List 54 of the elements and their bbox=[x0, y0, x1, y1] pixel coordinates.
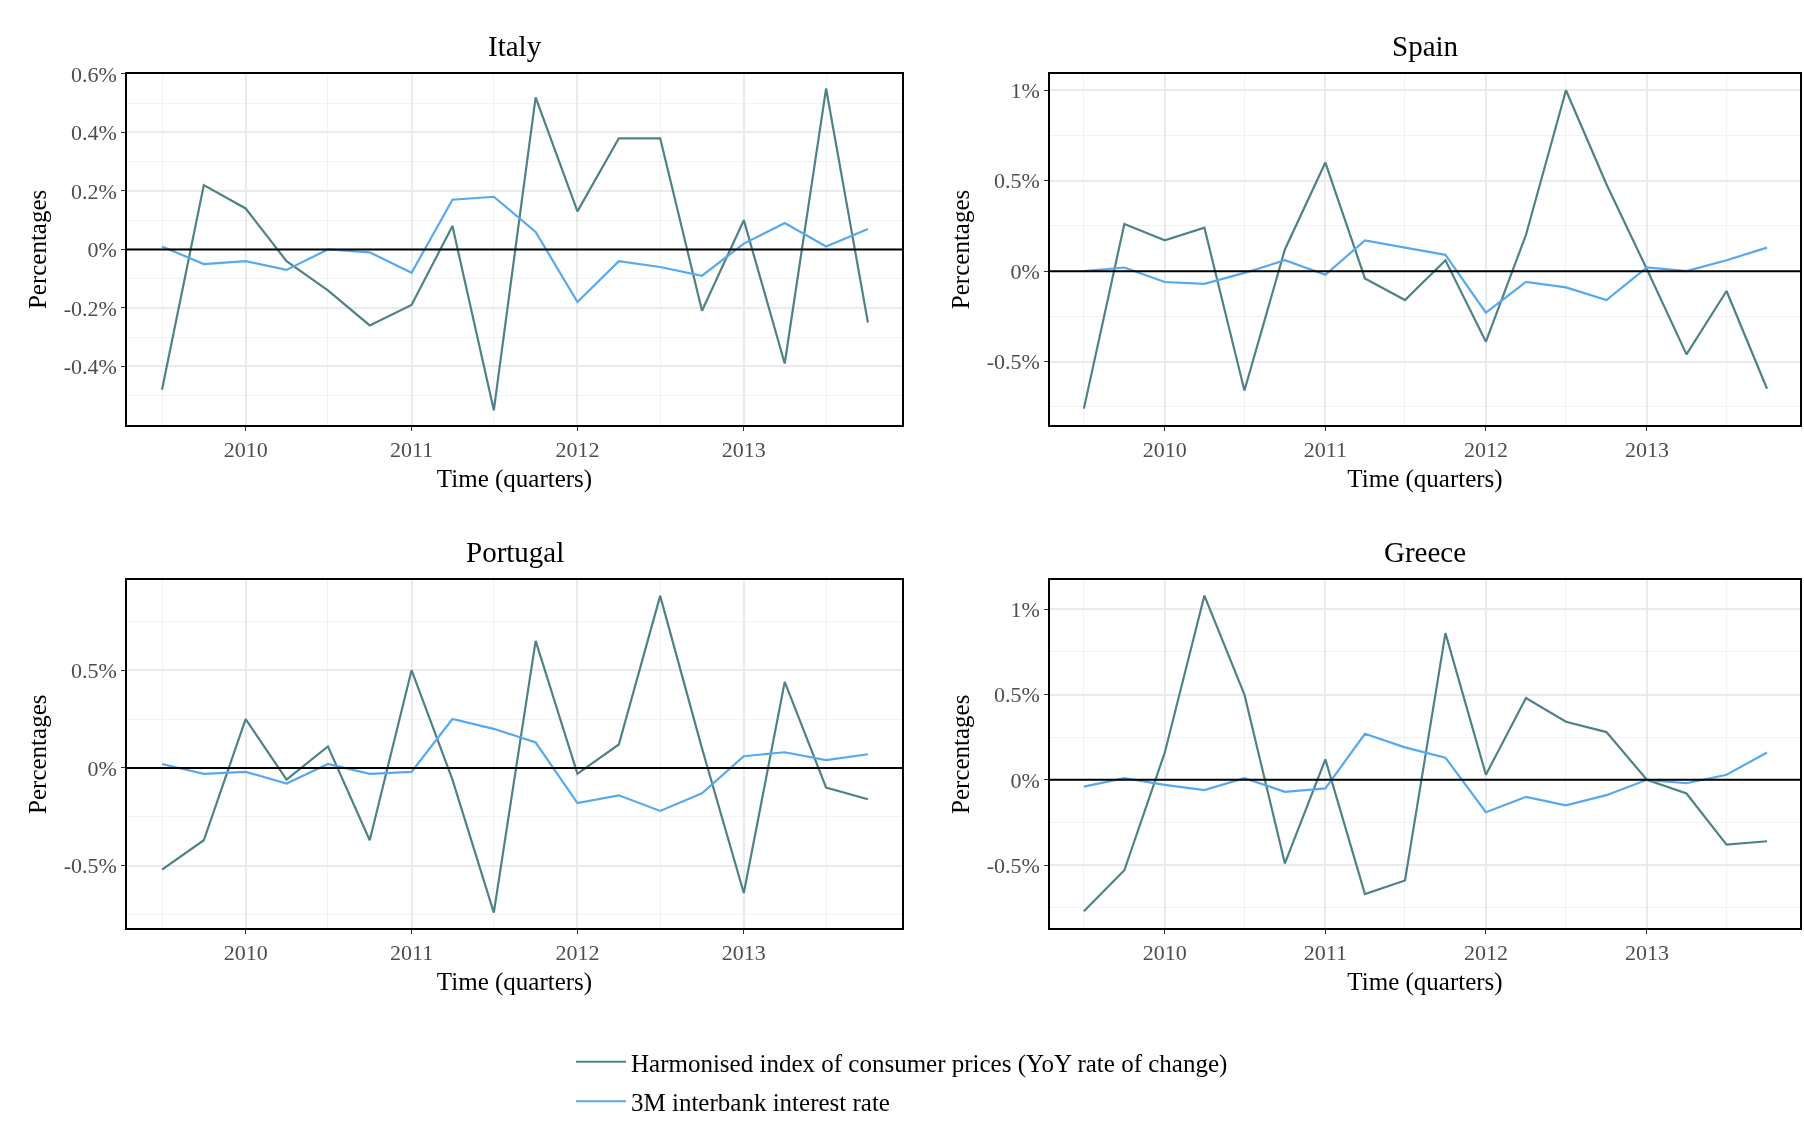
y-tick-label: -0.5% bbox=[986, 349, 1040, 375]
y-tick-label: 1% bbox=[1010, 596, 1040, 622]
y-axis-title: Percentages bbox=[946, 189, 974, 310]
y-tick-label: 0.5% bbox=[994, 682, 1040, 708]
line-series bbox=[160, 195, 870, 304]
line-series bbox=[1082, 594, 1769, 913]
y-tick-label: -0.2% bbox=[63, 295, 117, 321]
x-tick-label: 2010 bbox=[223, 940, 268, 966]
line-series bbox=[160, 87, 870, 412]
y-axis-title: Percentages bbox=[946, 694, 974, 814]
x-tick-label: 2010 bbox=[1142, 437, 1187, 463]
chart-title: Greece bbox=[1384, 536, 1467, 568]
y-tick-label: -0.5% bbox=[986, 852, 1040, 878]
line-series bbox=[160, 717, 870, 813]
y-tick-label: 0% bbox=[87, 755, 117, 781]
y-tick-label: 0.5% bbox=[994, 168, 1040, 194]
x-tick-label: 2010 bbox=[223, 437, 268, 463]
x-tick-label: 2012 bbox=[1463, 437, 1508, 463]
x-tick-label: 2011 bbox=[1303, 940, 1347, 966]
x-axis-title: Time (quarters) bbox=[436, 464, 593, 493]
y-tick-label: 0% bbox=[1010, 767, 1040, 793]
legend-label: 3M interbank interest rate bbox=[631, 1089, 890, 1116]
x-axis-title: Time (quarters) bbox=[1347, 464, 1503, 493]
x-axis-title: Time (quarters) bbox=[436, 967, 593, 996]
y-axis-title: Percentages bbox=[23, 694, 51, 814]
x-tick-label: 2013 bbox=[1624, 437, 1669, 463]
legend-label: Harmonised index of consumer prices (YoY rate of change) bbox=[631, 1049, 1228, 1078]
x-axis-title: Time (quarters) bbox=[1347, 967, 1503, 996]
x-tick-label: 2012 bbox=[1463, 940, 1508, 966]
line-series bbox=[1082, 732, 1769, 814]
y-axis-title: Percentages bbox=[23, 189, 51, 310]
x-tick-label: 2013 bbox=[721, 437, 766, 463]
y-tick-label: -0.5% bbox=[63, 853, 117, 879]
x-tick-label: 2011 bbox=[389, 437, 434, 463]
x-tick-label: 2011 bbox=[389, 940, 434, 966]
y-tick-label: 0% bbox=[1010, 258, 1040, 284]
y-tick-label: 0% bbox=[87, 237, 117, 263]
line-series bbox=[160, 594, 870, 914]
line-series bbox=[1082, 89, 1769, 410]
x-tick-label: 2011 bbox=[1303, 437, 1347, 463]
y-tick-label: -0.4% bbox=[63, 354, 117, 380]
y-tick-label: 0.5% bbox=[71, 657, 117, 683]
y-tick-label: 0.2% bbox=[71, 178, 117, 204]
x-tick-label: 2012 bbox=[555, 437, 600, 463]
chart-title: Spain bbox=[1392, 30, 1459, 62]
x-tick-label: 2013 bbox=[721, 940, 766, 966]
chart-title: Portugal bbox=[466, 536, 565, 568]
x-tick-label: 2012 bbox=[555, 940, 600, 966]
y-tick-label: 0.6% bbox=[71, 61, 117, 87]
x-tick-label: 2013 bbox=[1624, 940, 1669, 966]
chart-title: Italy bbox=[488, 30, 542, 62]
y-tick-label: 0.4% bbox=[71, 120, 117, 146]
x-tick-label: 2010 bbox=[1142, 940, 1187, 966]
y-tick-label: 1% bbox=[1010, 77, 1040, 103]
